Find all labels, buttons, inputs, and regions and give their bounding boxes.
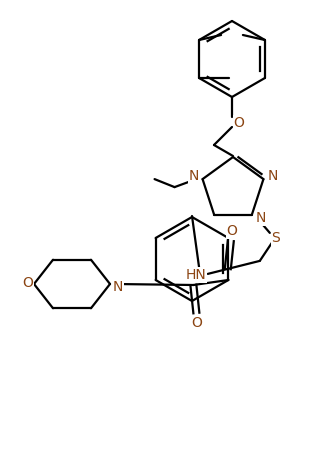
Text: HN: HN xyxy=(185,268,206,282)
Text: O: O xyxy=(23,276,33,290)
Text: O: O xyxy=(191,316,202,330)
Text: S: S xyxy=(271,231,280,245)
Text: N: N xyxy=(113,280,123,294)
Text: N: N xyxy=(256,211,266,225)
Text: O: O xyxy=(226,224,237,238)
Text: O: O xyxy=(234,116,244,130)
Text: N: N xyxy=(267,169,278,183)
Text: N: N xyxy=(188,169,199,183)
